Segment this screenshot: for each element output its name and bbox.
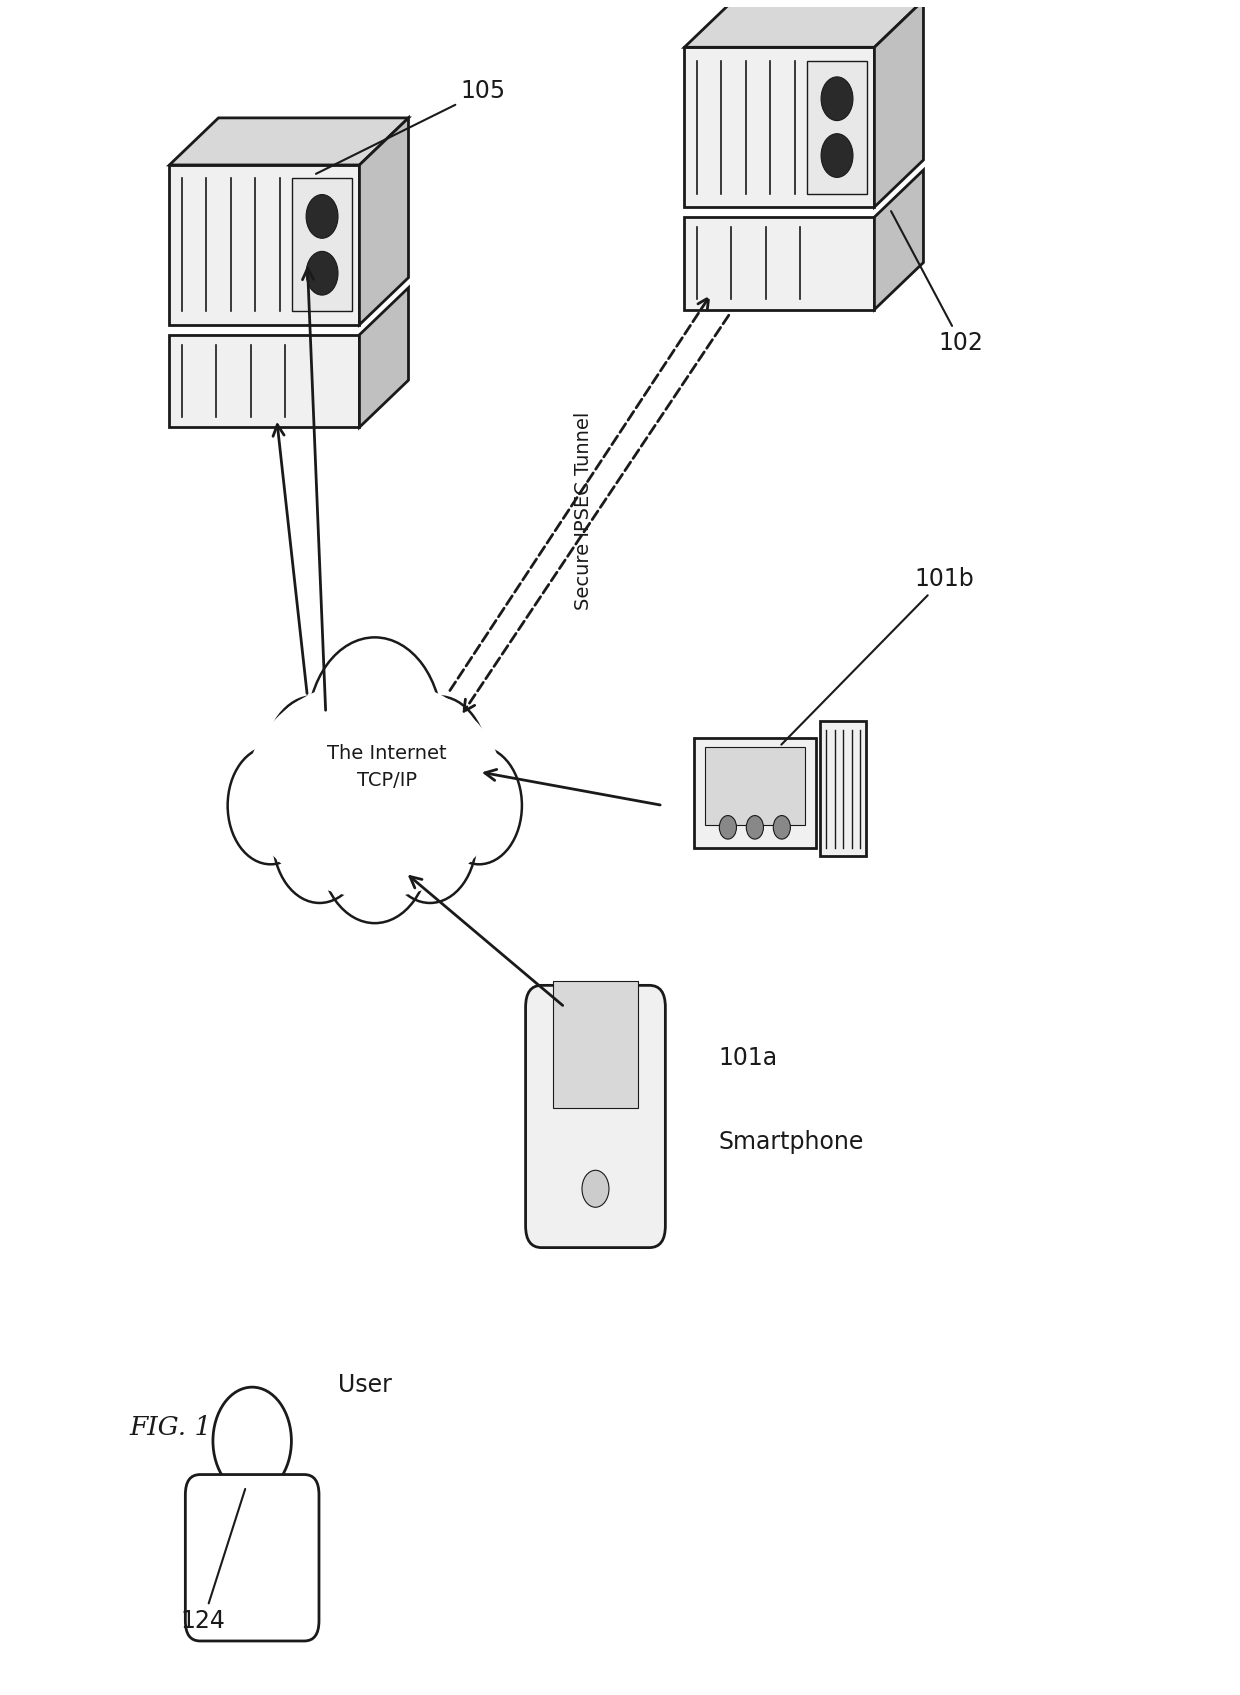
Polygon shape [360, 119, 408, 325]
Text: Secure IPSEC Tunnel: Secure IPSEC Tunnel [574, 412, 593, 610]
Circle shape [320, 771, 430, 924]
Polygon shape [360, 288, 408, 427]
Polygon shape [684, 47, 874, 207]
Polygon shape [291, 178, 352, 312]
Text: 101b: 101b [781, 566, 973, 744]
Text: 101a: 101a [718, 1046, 777, 1070]
Polygon shape [553, 981, 637, 1109]
Polygon shape [807, 61, 867, 193]
Polygon shape [170, 119, 408, 164]
Circle shape [821, 134, 853, 178]
Circle shape [213, 1387, 291, 1495]
Polygon shape [874, 170, 924, 310]
Circle shape [821, 76, 853, 120]
Polygon shape [684, 217, 874, 310]
FancyBboxPatch shape [185, 1475, 319, 1641]
Circle shape [389, 697, 487, 831]
Circle shape [306, 195, 339, 239]
Text: 124: 124 [181, 1488, 246, 1632]
Circle shape [774, 815, 790, 839]
FancyBboxPatch shape [526, 985, 666, 1248]
Text: 105: 105 [316, 80, 506, 175]
Circle shape [308, 637, 443, 822]
Polygon shape [170, 164, 360, 325]
Circle shape [582, 1170, 609, 1207]
Polygon shape [704, 746, 805, 825]
Circle shape [719, 815, 737, 839]
Circle shape [228, 746, 314, 864]
Circle shape [383, 775, 476, 903]
Text: User: User [339, 1373, 392, 1397]
Polygon shape [874, 0, 924, 207]
Text: 102: 102 [892, 212, 983, 356]
Circle shape [746, 815, 764, 839]
Text: The Internet
TCP/IP: The Internet TCP/IP [327, 744, 446, 790]
Ellipse shape [246, 680, 503, 898]
Circle shape [306, 251, 339, 295]
Circle shape [436, 746, 522, 864]
Polygon shape [684, 0, 924, 47]
Polygon shape [170, 334, 360, 427]
Polygon shape [820, 722, 867, 856]
Text: Smartphone: Smartphone [718, 1129, 863, 1154]
Circle shape [264, 697, 362, 831]
Polygon shape [693, 739, 816, 848]
Text: FIG. 1: FIG. 1 [129, 1415, 212, 1441]
Circle shape [273, 775, 366, 903]
